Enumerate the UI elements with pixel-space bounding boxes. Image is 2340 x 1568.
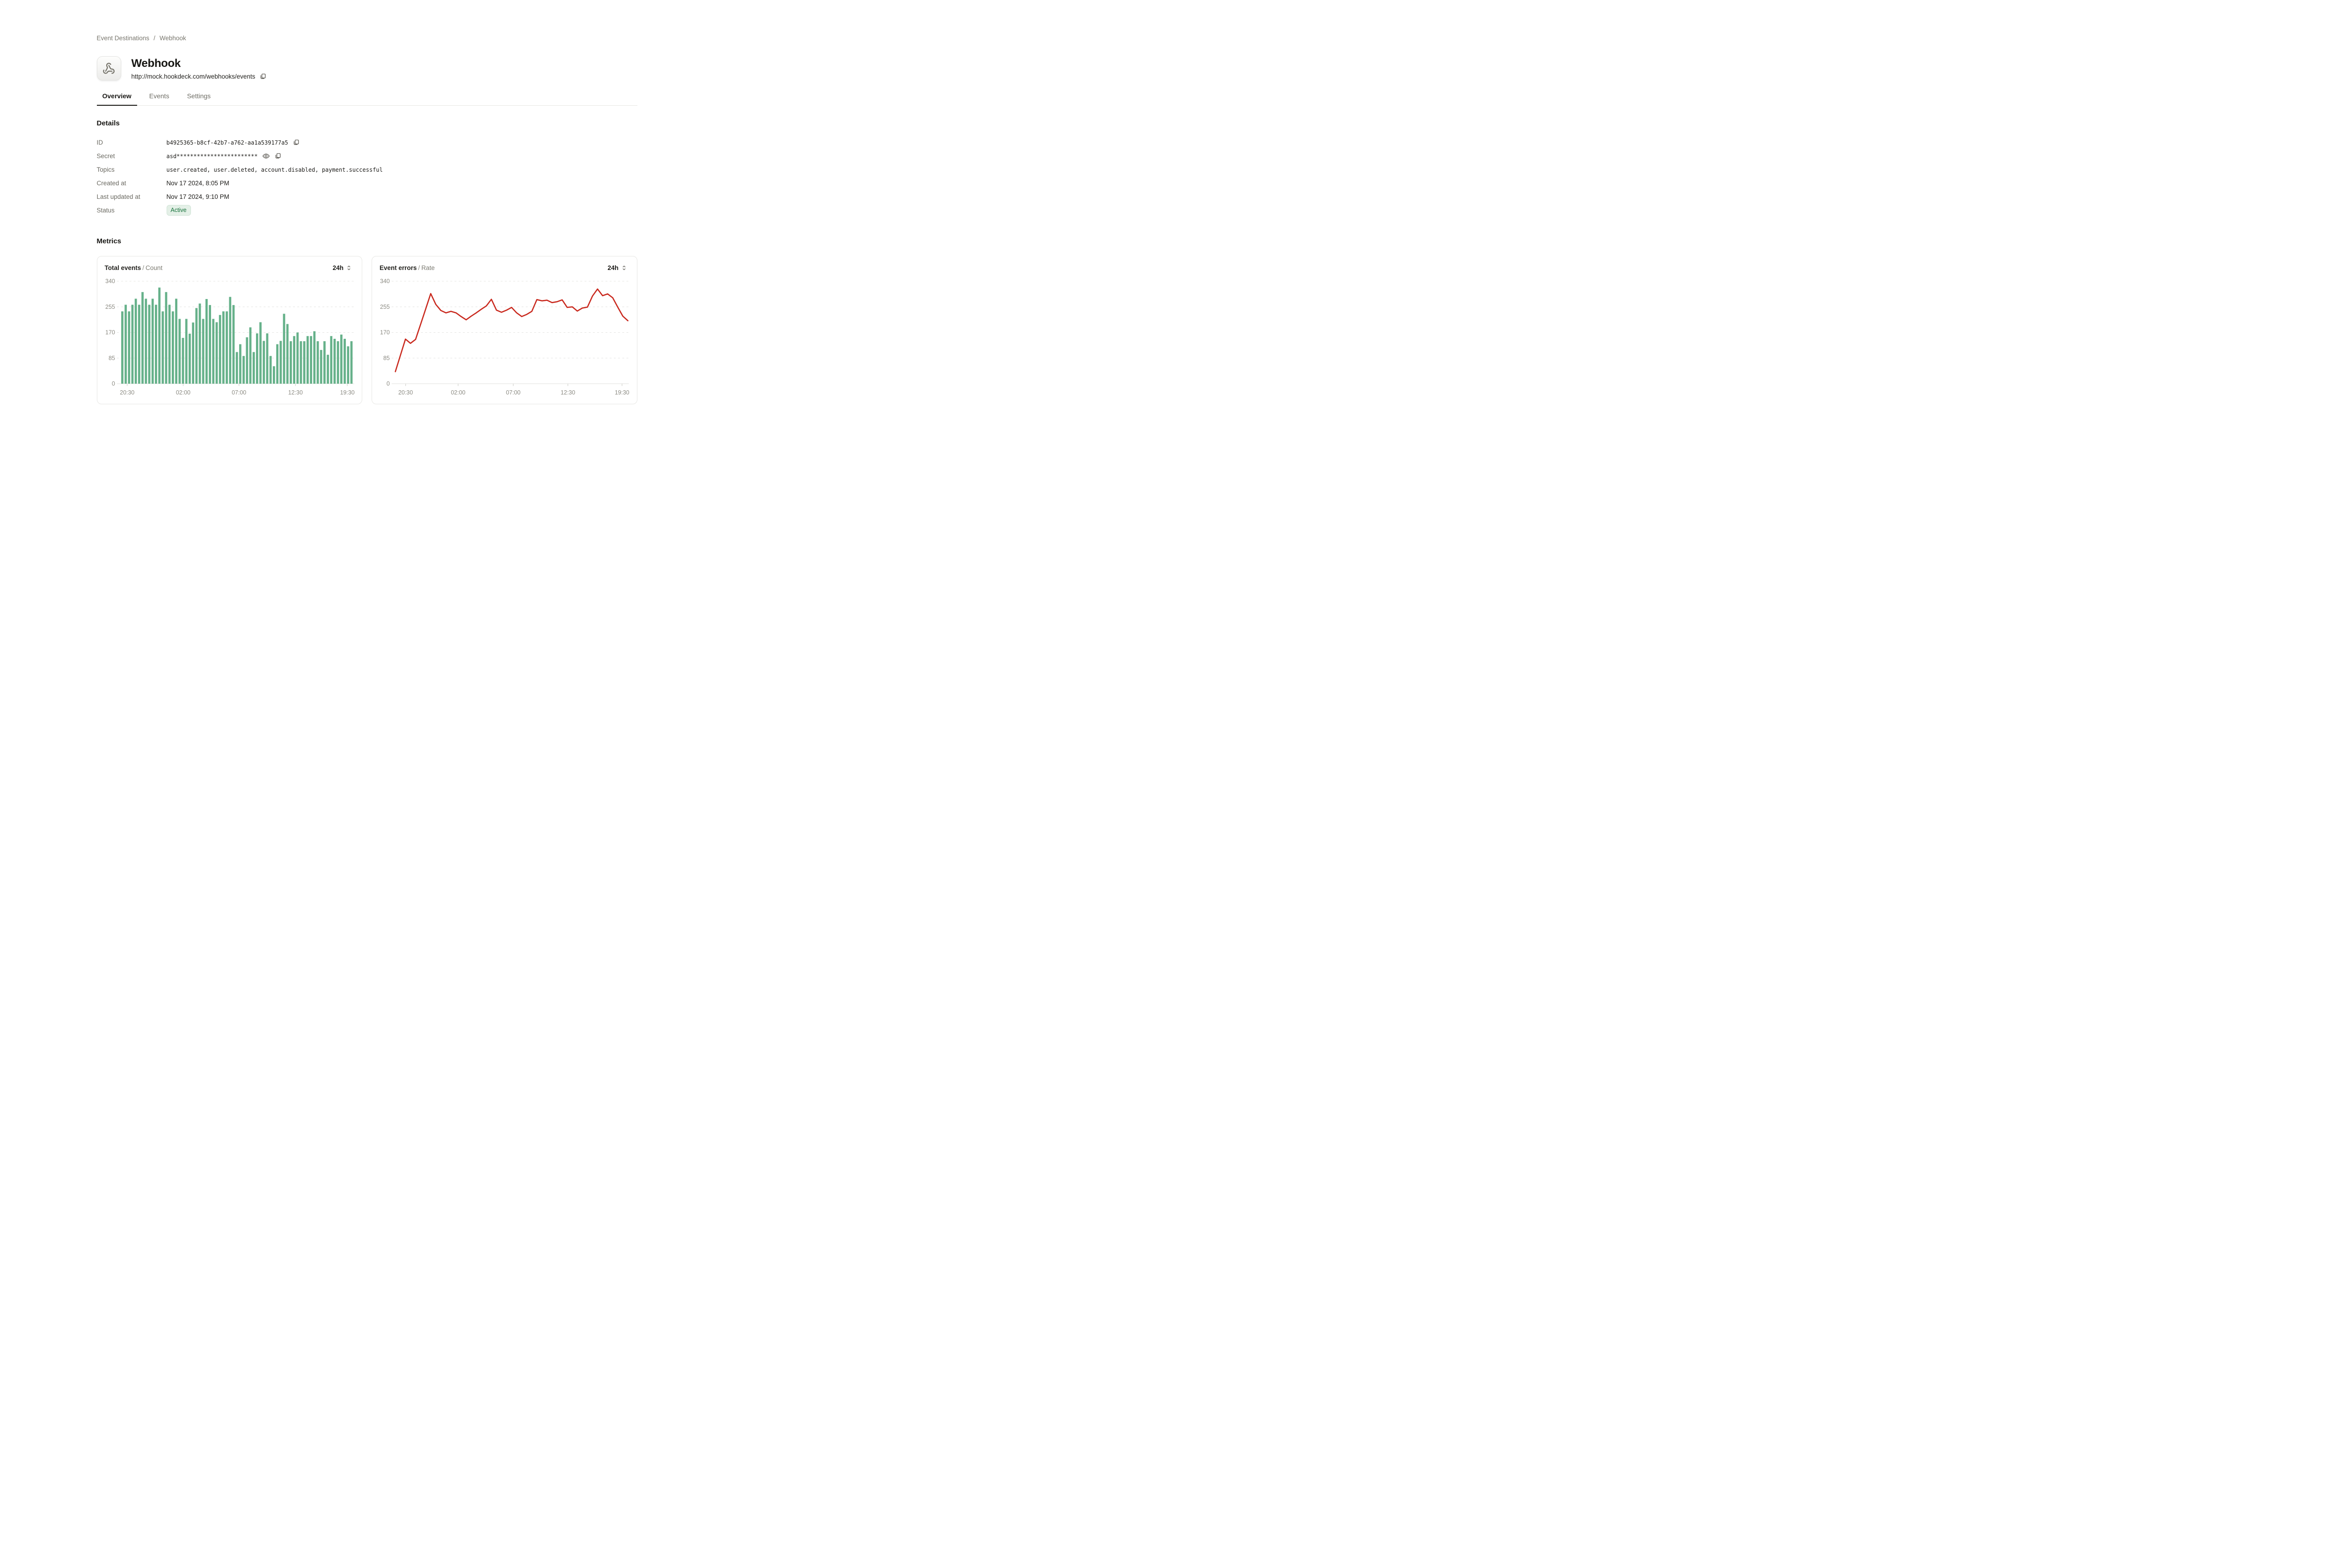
svg-text:12:30: 12:30 bbox=[561, 389, 575, 396]
total-events-chart-title: Total events / Count bbox=[105, 264, 163, 271]
detail-rows: ID b4925365-b8cf-42b7-a762-aa1a539177a5 Se… bbox=[97, 136, 637, 217]
range-label: 24h bbox=[607, 264, 619, 271]
detail-value-wrap: Nov 17 2024, 9:10 PM bbox=[167, 193, 229, 200]
detail-value-wrap: asd************************ bbox=[167, 152, 281, 160]
chart-title-sub: Count bbox=[146, 264, 163, 271]
event-errors-card-header: Event errors / Rate 24h bbox=[372, 264, 637, 271]
detail-value-created-at: Nov 17 2024, 8:05 PM bbox=[166, 180, 229, 187]
svg-text:255: 255 bbox=[380, 304, 390, 310]
eye-icon bbox=[262, 153, 270, 159]
svg-text:07:00: 07:00 bbox=[232, 389, 246, 396]
detail-value-wrap: user.created, user.deleted, account.disa… bbox=[167, 167, 383, 173]
svg-text:20:30: 20:30 bbox=[120, 389, 134, 396]
detail-label-last-updated-at: Last updated at bbox=[96, 193, 140, 200]
tab-settings[interactable]: Settings bbox=[187, 92, 211, 100]
copy-icon bbox=[293, 139, 299, 145]
chart-title-sub: Rate bbox=[421, 264, 435, 271]
copy-icon bbox=[261, 73, 266, 79]
detail-label-id: ID bbox=[96, 139, 103, 146]
detail-value-secret: asd************************ bbox=[166, 153, 258, 160]
copy-id-button[interactable] bbox=[292, 139, 300, 146]
svg-text:19:30: 19:30 bbox=[615, 389, 629, 396]
breadcrumb-separator-icon: / bbox=[154, 35, 155, 42]
detail-row-topics: Topics user.created, user.deleted, accoun… bbox=[97, 163, 637, 176]
total-events-card: Total events / Count 24h 0 85 170 255 340 20:30… bbox=[96, 256, 362, 404]
copy-icon bbox=[275, 153, 280, 159]
webhook-icon-tile bbox=[96, 56, 121, 80]
svg-text:02:00: 02:00 bbox=[176, 389, 190, 396]
copy-secret-button[interactable] bbox=[274, 153, 281, 160]
breadcrumb-item-webhook: Webhook bbox=[159, 35, 186, 42]
chart-title-main: Total events bbox=[104, 264, 141, 271]
svg-text:0: 0 bbox=[111, 380, 115, 387]
breadcrumb: Event Destinations / Webhook bbox=[97, 35, 637, 42]
detail-value-wrap: b4925365-b8cf-42b7-a762-aa1a539177a5 bbox=[167, 139, 300, 146]
total-events-card-header: Total events / Count 24h bbox=[97, 264, 362, 271]
detail-value-wrap: Active bbox=[166, 204, 191, 216]
svg-text:12:30: 12:30 bbox=[288, 389, 302, 396]
detail-value-id: b4925365-b8cf-42b7-a762-aa1a539177a5 bbox=[166, 139, 288, 146]
tab-events[interactable]: Events bbox=[149, 92, 169, 100]
detail-row-created-at: Created at Nov 17 2024, 8:05 PM bbox=[97, 176, 637, 190]
event-errors-chart: 0 85 170 255 340 20:30 02:00 07:00 12:30 19:30 bbox=[380, 278, 629, 396]
details-section: Details ID b4925365-b8cf-42b7-a762-aa1a53… bbox=[97, 119, 637, 217]
metrics-section: Metrics Total events / Count 24h 0 85 170 255… bbox=[96, 237, 637, 404]
detail-row-secret: Secret asd************************ bbox=[97, 149, 637, 163]
event-errors-range-selector[interactable]: 24h bbox=[607, 264, 626, 271]
breadcrumb-item-event-destinations[interactable]: Event Destinations bbox=[96, 35, 150, 42]
detail-label-topics: Topics bbox=[96, 166, 115, 173]
title-block: Webhook http://mock.hookdeck.com/webhook… bbox=[132, 56, 267, 80]
total-events-chart: 0 85 170 255 340 20:30 02:00 07:00 12:30 19:30 bbox=[105, 278, 355, 396]
svg-text:85: 85 bbox=[383, 355, 390, 361]
detail-row-id: ID b4925365-b8cf-42b7-a762-aa1a539177a5 bbox=[97, 136, 637, 149]
tab-bar: Overview Events Settings bbox=[96, 92, 637, 106]
chart-title-main: Event errors bbox=[380, 264, 417, 271]
updown-chevron-icon bbox=[347, 265, 351, 270]
status-badge: Active bbox=[166, 204, 191, 216]
svg-text:170: 170 bbox=[105, 329, 115, 335]
eye-secret-button[interactable] bbox=[262, 152, 270, 160]
event-errors-card: Event errors / Rate 24h 0 85 170 255 340 20:30 0… bbox=[372, 256, 637, 404]
svg-text:02:00: 02:00 bbox=[451, 389, 465, 396]
detail-label-status: Status bbox=[96, 207, 115, 214]
page-header: Webhook http://mock.hookdeck.com/webhook… bbox=[96, 56, 637, 80]
svg-text:340: 340 bbox=[105, 278, 115, 284]
svg-text:19:30: 19:30 bbox=[340, 389, 354, 396]
chart-title-separator: / bbox=[142, 264, 145, 271]
range-label: 24h bbox=[332, 264, 344, 271]
svg-text:255: 255 bbox=[105, 304, 115, 310]
page: Event Destinations / Webhook Webhook htt… bbox=[96, 0, 637, 404]
metric-cards: Total events / Count 24h 0 85 170 255 340 20:30… bbox=[96, 256, 637, 404]
webhook-icon bbox=[103, 62, 115, 74]
copy-url-button[interactable] bbox=[259, 73, 266, 80]
svg-text:20:30: 20:30 bbox=[398, 389, 413, 396]
updown-chevron-icon bbox=[622, 265, 625, 270]
metrics-heading: Metrics bbox=[96, 237, 122, 245]
detail-value-wrap: Nov 17 2024, 8:05 PM bbox=[167, 180, 229, 187]
detail-label-created-at: Created at bbox=[96, 180, 126, 187]
page-title: Webhook bbox=[131, 57, 181, 70]
svg-text:340: 340 bbox=[380, 278, 390, 284]
svg-text:07:00: 07:00 bbox=[506, 389, 520, 396]
chart-title-separator: / bbox=[418, 264, 420, 271]
detail-row-status: Status Active bbox=[97, 204, 637, 217]
detail-value-topics: user.created, user.deleted, account.disa… bbox=[166, 166, 383, 173]
details-heading: Details bbox=[96, 119, 120, 127]
svg-text:85: 85 bbox=[108, 355, 115, 361]
detail-value-last-updated-at: Nov 17 2024, 9:10 PM bbox=[166, 193, 229, 200]
detail-row-last-updated-at: Last updated at Nov 17 2024, 9:10 PM bbox=[97, 190, 637, 204]
event-errors-chart-title: Event errors / Rate bbox=[380, 264, 435, 271]
webhook-url: http://mock.hookdeck.com/webhooks/events bbox=[131, 73, 256, 80]
svg-text:170: 170 bbox=[380, 329, 390, 335]
svg-text:0: 0 bbox=[387, 380, 390, 387]
tab-overview[interactable]: Overview bbox=[96, 92, 138, 106]
total-events-range-selector[interactable]: 24h bbox=[333, 264, 351, 271]
detail-label-secret: Secret bbox=[96, 153, 115, 160]
